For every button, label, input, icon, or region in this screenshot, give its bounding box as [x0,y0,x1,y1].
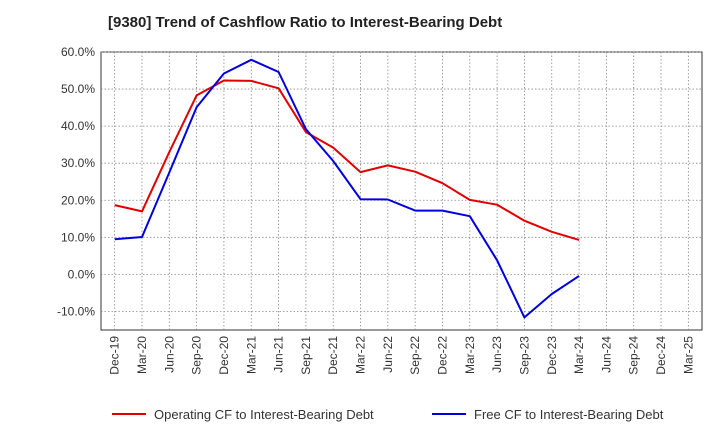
y-tick-label: -10.0% [57,304,95,318]
legend-label-operating-cf: Operating CF to Interest-Bearing Debt [154,406,374,422]
x-tick-label: Dec-19 [108,336,122,375]
x-tick-label: Jun-22 [381,336,395,373]
series-lines [114,58,580,319]
x-tick-label: Dec-24 [654,336,668,375]
x-tick-label: Jun-21 [272,336,286,373]
legend-item-free-cf: Free CF to Interest-Bearing Debt [432,402,663,426]
x-tick-label: Mar-23 [463,336,477,374]
grid-lines [101,51,702,330]
y-tick-label: 20.0% [61,193,95,207]
legend-item-operating-cf: Operating CF to Interest-Bearing Debt [112,402,374,426]
x-tick-label: Dec-20 [217,336,231,375]
y-tick-label: 10.0% [61,230,95,244]
x-tick-label: Jun-24 [599,336,613,373]
legend-label-free-cf: Free CF to Interest-Bearing Debt [474,406,664,422]
y-tick-label: 50.0% [61,82,95,96]
x-tick-label: Mar-25 [681,336,695,374]
y-tick-label: 30.0% [61,156,95,170]
legend-swatch-operating-cf [112,413,146,415]
x-tick-label: Sep-21 [299,336,313,375]
chart-title: [9380] Trend of Cashflow Ratio to Intere… [108,14,503,31]
x-tick-label: Mar-24 [572,336,586,374]
x-tick-label: Mar-22 [354,336,368,374]
x-tick-label: Sep-22 [408,336,422,375]
x-tick-label: Sep-24 [627,336,641,375]
x-tick-label: Jun-20 [162,336,176,373]
y-axis-ticks: -10.0% 0.0% 10.0% 20.0% 30.0% 40.0% 50.0% 60.0% [57,45,95,318]
legend-swatch-free-cf [432,413,466,415]
x-tick-label: Jun-23 [490,336,504,373]
x-tick-label: Mar-21 [244,336,258,374]
x-tick-label: Mar-20 [135,336,149,374]
x-tick-label: Dec-23 [545,336,559,375]
x-tick-label: Dec-22 [435,336,449,375]
x-axis-ticks: Dec-19 Mar-20 Jun-20 Sep-20 Dec-20 Mar-21 Jun-… [108,336,696,375]
x-tick-label: Sep-23 [517,336,531,375]
series-line-1 [114,58,580,319]
y-tick-label: 40.0% [61,119,95,133]
y-tick-label: 0.0% [68,267,96,281]
x-tick-label: Dec-21 [326,336,340,375]
legend: Operating CF to Interest-Bearing Debt Fr… [0,402,720,426]
x-tick-label: Sep-20 [190,336,204,375]
chart-plot: -10.0% 0.0% 10.0% 20.0% 30.0% 40.0% 50.0% 60.0%… [57,45,703,375]
y-tick-label: 60.0% [61,45,95,59]
series-line-0 [114,79,580,241]
plot-area [100,51,703,331]
